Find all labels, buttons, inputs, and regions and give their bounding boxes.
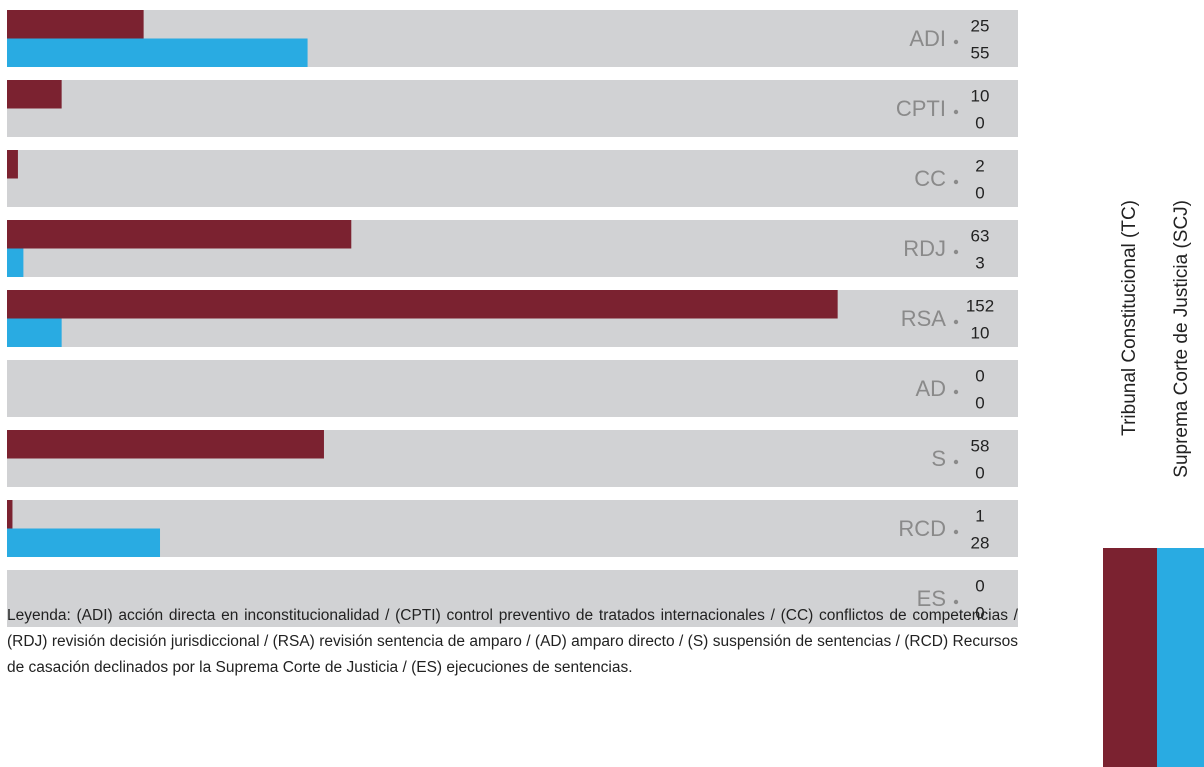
bullet bbox=[953, 319, 959, 325]
value-label: 0 bbox=[975, 113, 984, 132]
bar bbox=[7, 290, 838, 319]
legend-note: Leyenda: (ADI) acción directa en inconst… bbox=[7, 607, 1018, 676]
bar bbox=[7, 430, 324, 459]
value-label: 0 bbox=[975, 576, 984, 595]
value-label: 63 bbox=[971, 226, 990, 245]
category-label: S bbox=[931, 446, 946, 471]
value-label: 0 bbox=[975, 183, 984, 202]
bar bbox=[7, 38, 308, 67]
value-label: 1 bbox=[975, 506, 984, 525]
category-label: CC bbox=[914, 166, 946, 191]
category-label: ES bbox=[917, 586, 946, 611]
row-background bbox=[7, 80, 1018, 137]
value-label: 2 bbox=[975, 156, 984, 175]
bullet bbox=[953, 249, 959, 255]
bar bbox=[7, 220, 352, 249]
category-label: RCD bbox=[898, 516, 946, 541]
bar bbox=[7, 80, 62, 109]
value-label: 10 bbox=[971, 323, 990, 342]
value-label: 0 bbox=[975, 463, 984, 482]
legend-label: Tribunal Constitucional (TC) bbox=[1119, 200, 1140, 436]
value-label: 55 bbox=[971, 43, 990, 62]
legend-swatch bbox=[1103, 548, 1157, 767]
category-label: ADI bbox=[909, 26, 946, 51]
bullet bbox=[953, 459, 959, 465]
bar bbox=[7, 500, 13, 529]
bar bbox=[7, 248, 24, 277]
bullet bbox=[953, 39, 959, 45]
legend-label: Suprema Corte de Justicia (SCJ) bbox=[1171, 200, 1192, 478]
bar bbox=[7, 318, 62, 347]
bullet bbox=[953, 389, 959, 395]
bullet bbox=[953, 599, 959, 605]
value-label: 0 bbox=[975, 603, 984, 622]
value-label: 28 bbox=[971, 533, 990, 552]
row-background bbox=[7, 500, 1018, 557]
value-label: 3 bbox=[975, 253, 984, 272]
bullet bbox=[953, 529, 959, 535]
category-label: CPTI bbox=[896, 96, 946, 121]
category-label: RDJ bbox=[903, 236, 946, 261]
bullet bbox=[953, 109, 959, 115]
row-background bbox=[7, 570, 1018, 627]
category-label: RSA bbox=[901, 306, 947, 331]
value-label: 10 bbox=[971, 86, 990, 105]
value-label: 58 bbox=[971, 436, 990, 455]
bar bbox=[7, 150, 18, 179]
value-label: 0 bbox=[975, 366, 984, 385]
bar bbox=[7, 528, 161, 557]
row-background bbox=[7, 150, 1018, 207]
category-label: AD bbox=[915, 376, 946, 401]
value-label: 25 bbox=[971, 16, 990, 35]
bullet bbox=[953, 179, 959, 185]
value-label: 0 bbox=[975, 393, 984, 412]
row-background bbox=[7, 360, 1018, 417]
legend-swatch bbox=[1157, 548, 1204, 767]
value-label: 152 bbox=[966, 296, 994, 315]
bar bbox=[7, 10, 144, 39]
